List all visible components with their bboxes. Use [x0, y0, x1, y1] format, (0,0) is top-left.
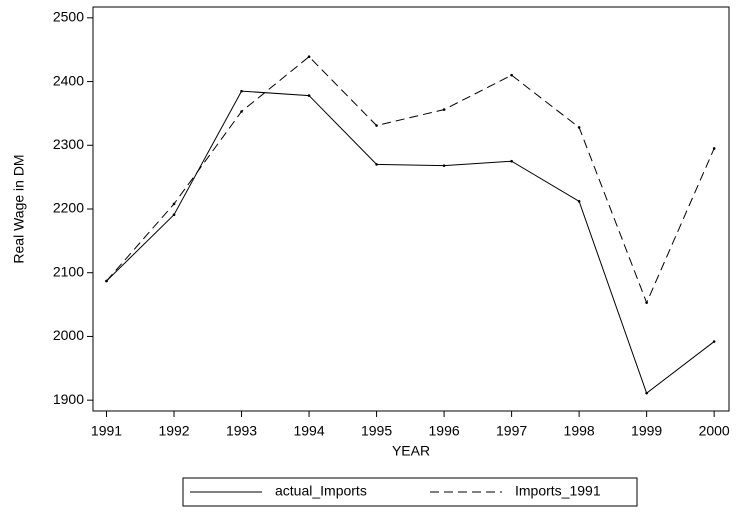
point [577, 200, 581, 203]
x-tick-label: 1995 [361, 423, 392, 439]
x-tick-label: 1998 [564, 423, 595, 439]
point [375, 124, 378, 127]
point [712, 147, 716, 150]
y-tick-label: 2000 [53, 327, 84, 343]
legend-box [182, 477, 638, 507]
plot-frame [92, 6, 730, 412]
x-tick-label: 1994 [293, 423, 324, 439]
y-tick-label: 2100 [53, 263, 84, 279]
x-axis-label: YEAR [392, 443, 430, 459]
y-tick-label: 2500 [53, 9, 84, 25]
y-tick-label: 1900 [53, 391, 84, 407]
y-axis-label: Real Wage in DM [11, 154, 27, 263]
x-tick-label: 1991 [91, 423, 122, 439]
series-line [106, 90, 715, 394]
point [307, 94, 311, 97]
point [172, 213, 176, 217]
series-line [106, 56, 715, 304]
point [645, 301, 648, 304]
point [712, 340, 716, 343]
point [577, 126, 581, 129]
point [442, 164, 446, 167]
y-tick-label: 2400 [53, 72, 84, 88]
y-tick-label: 2200 [53, 200, 84, 216]
x-tick-label: 1997 [496, 423, 527, 439]
x-tick-label: 1993 [226, 423, 257, 439]
point [240, 89, 243, 93]
point [307, 55, 311, 59]
point [510, 73, 513, 77]
y-tick-label: 2300 [53, 136, 84, 152]
x-tick-label: 1992 [158, 423, 189, 439]
point [240, 110, 243, 113]
x-tick-label: 1999 [631, 423, 662, 439]
x-tick-label: 1996 [429, 423, 460, 439]
x-tick-label: 2000 [699, 423, 730, 439]
point [105, 279, 108, 283]
point [172, 202, 176, 206]
legend-label: Imports_1991 [515, 483, 601, 499]
legend-label: actual_Imports [275, 483, 367, 499]
point [375, 163, 378, 166]
point [510, 159, 513, 163]
point [442, 108, 446, 111]
point [645, 391, 648, 395]
